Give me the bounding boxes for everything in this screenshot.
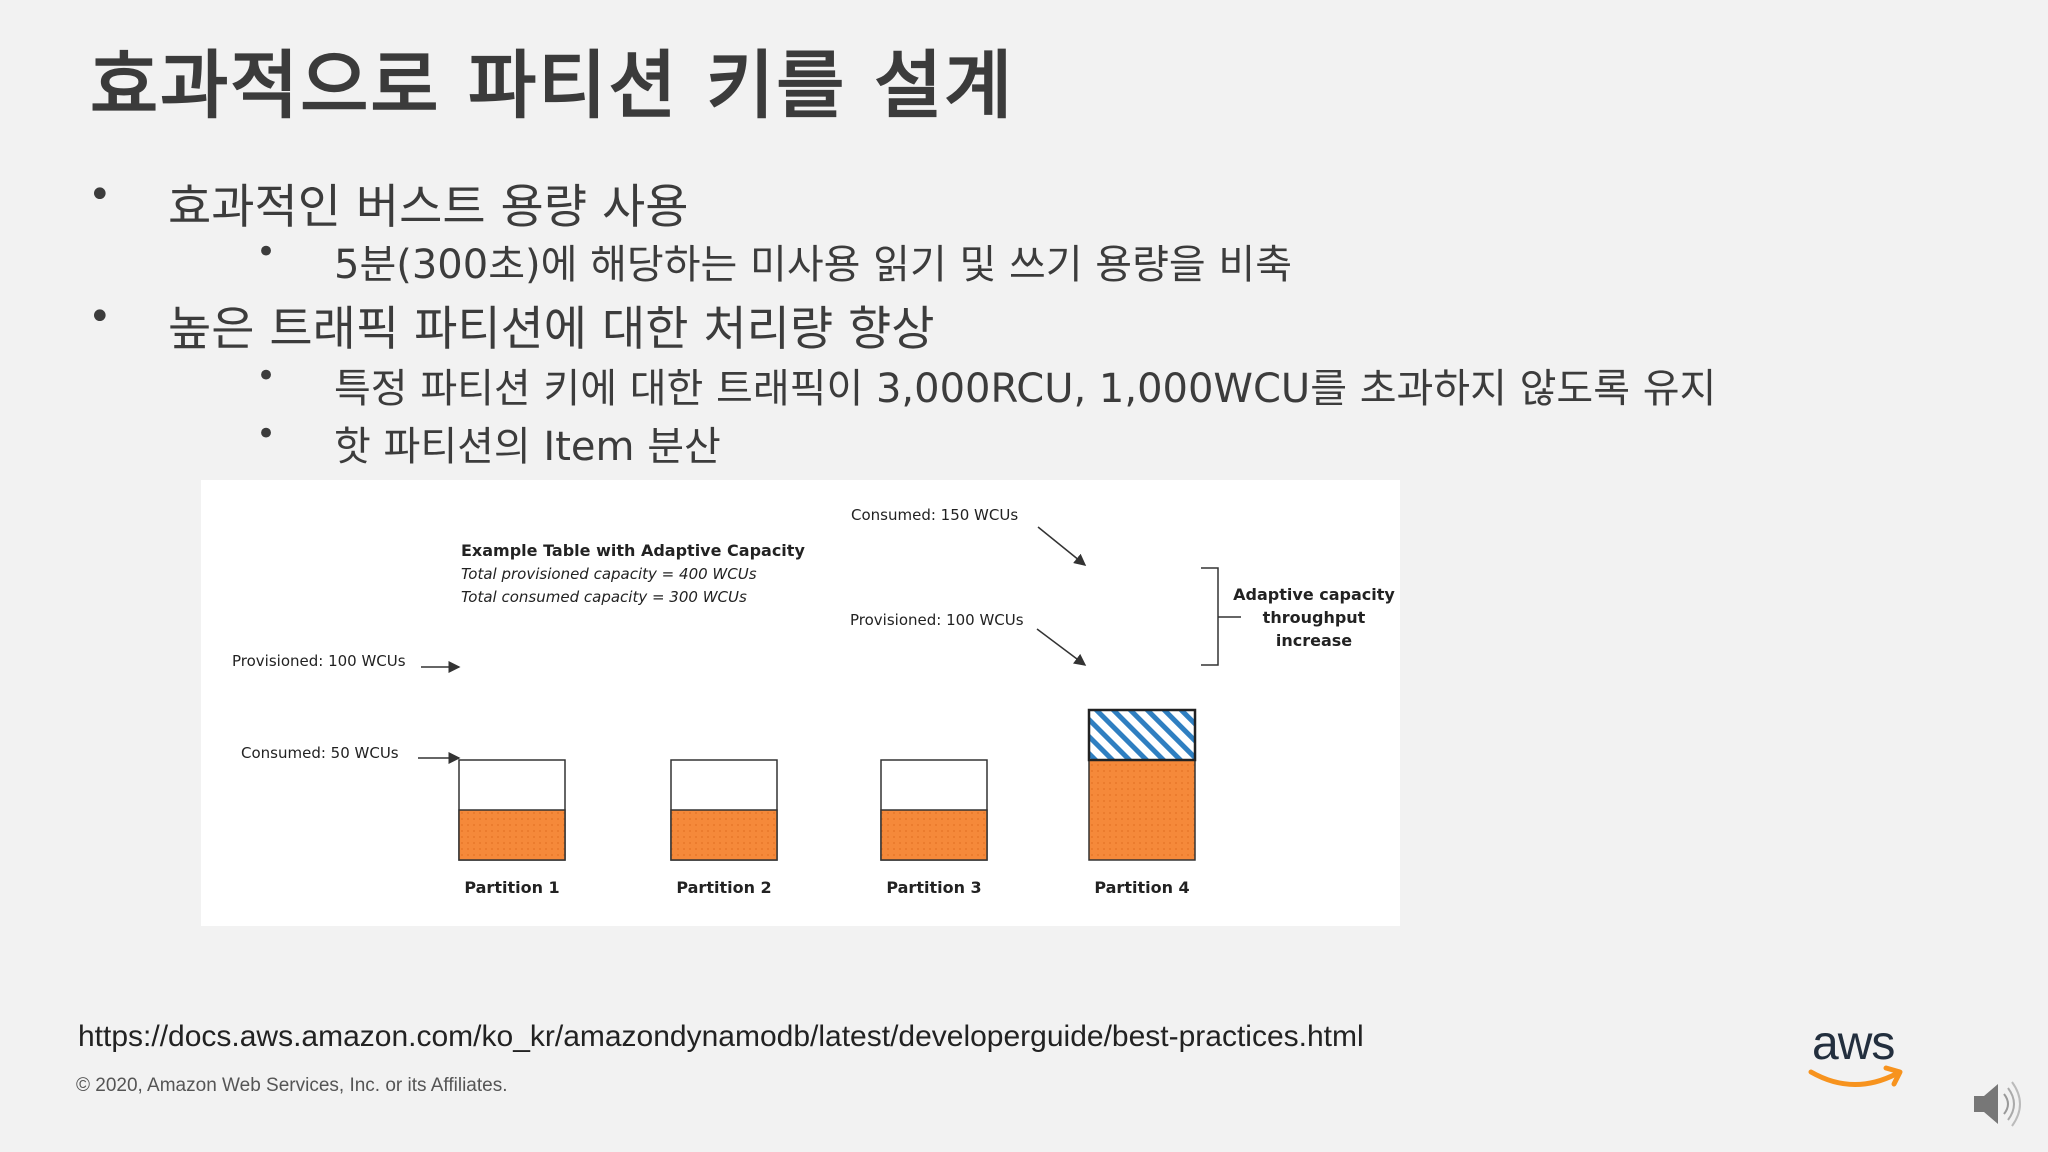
aws-logo-text: aws	[1812, 1017, 1895, 1070]
bullet-text: 높은 트래픽 파티션에 대한 처리량 향상	[168, 302, 935, 357]
bullet-dot-icon: •	[88, 172, 112, 218]
partition-consumed-bar	[1088, 759, 1196, 861]
sub-bullet-text: 5분(300초)에 해당하는 미사용 읽기 및 쓰기 용량을 비축	[334, 242, 1293, 288]
adaptive-label-line3: increase	[1276, 631, 1352, 650]
partition-label: Partition 3	[886, 878, 981, 897]
bullet-text: 효과적인 버스트 용량 사용	[168, 180, 689, 235]
adaptive-capacity-diagram: Example Table with Adaptive Capacity Tot…	[201, 480, 1400, 926]
aws-smile-icon	[1808, 1065, 1903, 1087]
bullet-dot-icon: •	[256, 232, 277, 272]
partition-label: Partition 4	[1094, 878, 1189, 897]
slide-title: 효과적으로 파티션 키를 설계	[90, 43, 1015, 129]
figure-provisioned-total: Total provisioned capacity = 400 WCUs	[461, 565, 757, 583]
provisioned-label: Provisioned: 100 WCUs	[232, 652, 406, 670]
partition-consumed-bar	[880, 809, 988, 861]
bullet-dot-icon: •	[256, 414, 277, 454]
consumed-label: Consumed: 50 WCUs	[241, 744, 399, 762]
partition-consumed-bar	[670, 809, 778, 861]
speaker-icon[interactable]	[1968, 1074, 2028, 1134]
partition-adaptive-bar	[1087, 708, 1197, 762]
figure-consumed-total: Total consumed capacity = 300 WCUs	[461, 588, 747, 606]
copyright-notice: © 2020, Amazon Web Services, Inc. or its…	[76, 1075, 508, 1096]
bullet-dot-icon: •	[256, 356, 277, 396]
p4-provisioned-arrow	[1036, 628, 1087, 666]
reference-link[interactable]: https://docs.aws.amazon.com/ko_kr/amazon…	[78, 1020, 1364, 1053]
partition-consumed-bar	[458, 809, 566, 861]
adaptive-label-line2: throughput	[1263, 608, 1366, 627]
partition-label: Partition 2	[676, 878, 771, 897]
aws-logo: aws	[1808, 1017, 1912, 1096]
adaptive-bracket	[1201, 567, 1219, 666]
sub-bullet-text: 특정 파티션 키에 대한 트래픽이 3,000RCU, 1,000WCU를 초과…	[334, 366, 1717, 412]
sub-bullet-text: 핫 파티션의 Item 분산	[334, 424, 721, 470]
bullet-dot-icon: •	[88, 294, 112, 340]
adaptive-label-line1: Adaptive capacity	[1233, 585, 1395, 604]
p4-provisioned-label: Provisioned: 100 WCUs	[850, 611, 1024, 629]
p4-consumed-arrow	[1037, 526, 1087, 566]
partition-label: Partition 1	[464, 878, 559, 897]
p4-consumed-label: Consumed: 150 WCUs	[851, 506, 1018, 524]
figure-title: Example Table with Adaptive Capacity	[461, 541, 805, 560]
